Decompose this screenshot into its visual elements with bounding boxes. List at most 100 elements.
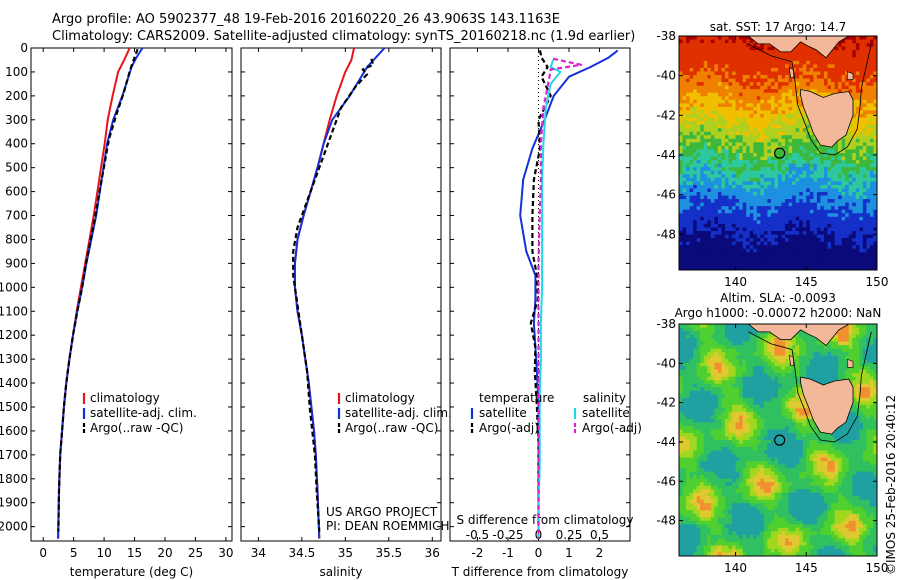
sst-map-cell bbox=[739, 248, 744, 253]
sst-map-cell bbox=[767, 209, 772, 214]
sst-map-cell bbox=[739, 71, 744, 76]
sst-map-cell bbox=[785, 238, 790, 243]
sst-map-cell bbox=[795, 138, 800, 143]
sla-map-cell bbox=[707, 352, 712, 357]
sst-map-cell bbox=[855, 142, 860, 147]
sst-map-cell bbox=[760, 114, 765, 119]
sst-map-cell bbox=[770, 71, 776, 76]
sst-map-cell bbox=[686, 234, 691, 239]
sst-map-cell bbox=[785, 167, 790, 172]
sst-map-cell bbox=[696, 192, 701, 197]
sst-map-cell bbox=[855, 167, 860, 172]
sst-map-cell bbox=[827, 184, 832, 190]
sst-map-cell bbox=[813, 206, 818, 211]
sst-map-cell bbox=[682, 78, 687, 83]
sla-map-cell bbox=[760, 355, 765, 360]
sst-map-cell bbox=[831, 184, 836, 190]
sst-map-cell bbox=[809, 223, 814, 229]
sst-map-cell bbox=[831, 255, 836, 260]
sst-map-cell bbox=[693, 39, 698, 44]
sst-map-cell bbox=[862, 262, 867, 268]
sst-map-cell bbox=[700, 99, 705, 104]
sst-map-cell bbox=[756, 174, 761, 179]
sst-map-cell bbox=[788, 248, 793, 253]
sst-map-cell bbox=[689, 50, 694, 55]
sst-map-cell bbox=[806, 195, 811, 200]
sst-map-cell bbox=[686, 64, 691, 69]
sst-map-cell bbox=[742, 71, 747, 76]
sst-map-cell bbox=[732, 238, 737, 243]
sst-map-cell bbox=[809, 78, 814, 83]
sst-map-cell bbox=[742, 89, 747, 94]
sst-map-cell bbox=[760, 85, 765, 90]
sla-map-cell bbox=[739, 369, 744, 374]
sla-map-cell bbox=[834, 341, 839, 346]
sst-map-cell bbox=[785, 170, 790, 175]
sst-map-cell bbox=[682, 36, 687, 41]
sst-map-cell bbox=[859, 227, 864, 232]
sst-map-cell bbox=[862, 145, 867, 151]
sst-map-cell bbox=[714, 96, 719, 101]
sst-map-cell bbox=[838, 259, 843, 264]
sst-map-cell bbox=[806, 227, 811, 232]
salinity-xtick-label: 35 bbox=[338, 546, 353, 560]
sst-map-cell bbox=[862, 57, 867, 62]
sst-map-cell bbox=[852, 46, 857, 51]
sst-map-cell bbox=[823, 92, 829, 97]
sst-map-cell bbox=[756, 99, 761, 104]
sst-map-cell bbox=[700, 231, 705, 236]
sst-map-cell bbox=[788, 128, 793, 133]
sst-map-cell bbox=[724, 121, 730, 126]
sla-map-cell bbox=[767, 352, 772, 357]
sst-map-cell bbox=[721, 64, 726, 69]
sst-map-cell bbox=[746, 89, 751, 94]
sst-map-cell bbox=[763, 43, 768, 48]
sst-map-cell bbox=[710, 96, 715, 101]
sst-map-cell bbox=[742, 181, 747, 186]
sst-map-cell bbox=[756, 156, 761, 161]
sst-map-cell bbox=[813, 248, 818, 253]
sst-map-cell bbox=[714, 64, 719, 69]
sla-map-cell bbox=[785, 380, 790, 385]
sst-map-cell bbox=[756, 220, 761, 225]
sst-map-cell bbox=[714, 266, 719, 270]
sst-map-cell bbox=[834, 75, 839, 80]
sst-map-cell bbox=[823, 216, 829, 221]
sst-map-cell bbox=[799, 259, 804, 264]
sst-map-cell bbox=[739, 50, 744, 55]
sst-map-cell bbox=[866, 192, 871, 197]
sst-map-cell bbox=[724, 255, 730, 260]
sla-map-cell bbox=[753, 338, 758, 343]
sla-map-cell bbox=[735, 359, 740, 364]
sst-map-cell bbox=[827, 202, 832, 207]
sst-map-cell bbox=[855, 92, 860, 97]
sst-map-cell bbox=[717, 53, 723, 58]
sla-map-cell bbox=[866, 331, 871, 336]
sla-map-cell bbox=[714, 331, 719, 336]
sla-map-cell bbox=[785, 383, 790, 388]
sst-map-cell bbox=[714, 259, 719, 264]
sst-map-cell bbox=[838, 75, 843, 80]
sst-map-cell bbox=[799, 255, 804, 260]
sst-map-cell bbox=[869, 135, 875, 140]
sst-map-cell bbox=[728, 92, 733, 97]
sst-map-cell bbox=[778, 131, 783, 136]
sst-map-cell bbox=[848, 167, 853, 172]
sst-map-cell bbox=[806, 192, 811, 197]
sst-map-cell bbox=[724, 82, 730, 87]
sst-map-cell bbox=[788, 188, 793, 193]
sla-map-cell bbox=[834, 369, 839, 374]
sst-map-cell bbox=[756, 160, 761, 165]
sst-map-cell bbox=[742, 167, 747, 172]
sst-map-cell bbox=[721, 117, 726, 122]
sst-map-cell bbox=[866, 82, 871, 87]
sst-map-cell bbox=[686, 82, 691, 87]
difference-xtick2-label: -0.5 bbox=[466, 528, 489, 542]
sst-map-cell bbox=[710, 121, 715, 126]
sst-map-cell bbox=[859, 67, 864, 73]
sst-map-cell bbox=[693, 135, 698, 140]
sst-map-cell bbox=[834, 188, 839, 193]
sst-map-cell bbox=[834, 181, 839, 186]
sst-map-cell bbox=[703, 53, 708, 58]
sla-map-cell bbox=[823, 373, 829, 378]
